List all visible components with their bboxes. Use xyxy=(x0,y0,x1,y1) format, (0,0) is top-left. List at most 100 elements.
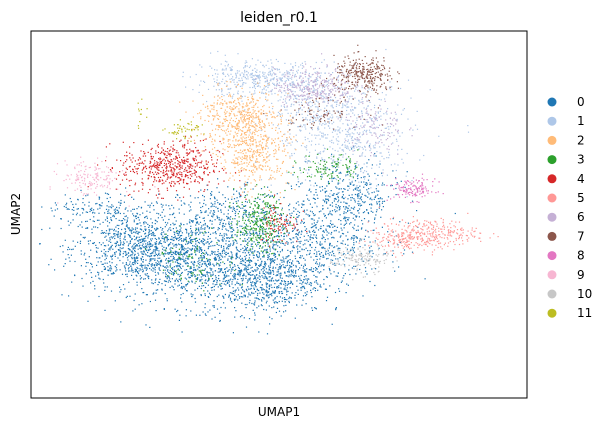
scatter-point xyxy=(323,278,325,281)
scatter-point xyxy=(281,229,284,231)
scatter-point xyxy=(390,164,392,166)
scatter-point xyxy=(311,211,313,213)
scatter-point xyxy=(294,294,296,296)
scatter-point xyxy=(201,278,203,280)
scatter-point xyxy=(296,221,298,223)
scatter-point xyxy=(285,256,287,258)
scatter-point xyxy=(277,60,279,63)
scatter-point xyxy=(274,297,276,299)
scatter-point xyxy=(200,80,202,82)
scatter-point xyxy=(377,174,379,176)
scatter-point xyxy=(125,254,127,256)
scatter-point xyxy=(280,117,282,119)
scatter-point xyxy=(327,200,330,202)
scatter-point xyxy=(137,231,139,233)
scatter-point xyxy=(389,126,391,128)
scatter-point xyxy=(198,250,200,252)
scatter-point xyxy=(266,295,268,297)
scatter-point xyxy=(388,154,391,156)
scatter-point xyxy=(97,208,99,210)
scatter-point xyxy=(357,187,359,189)
scatter-point xyxy=(187,258,189,260)
scatter-point xyxy=(217,178,219,180)
scatter-point xyxy=(72,240,74,242)
scatter-point xyxy=(311,270,313,273)
scatter-point xyxy=(263,212,265,214)
scatter-point xyxy=(337,182,339,184)
scatter-point xyxy=(323,159,325,161)
scatter-point xyxy=(231,281,233,283)
scatter-point xyxy=(233,276,235,278)
scatter-point xyxy=(359,185,361,187)
scatter-point xyxy=(247,266,249,268)
scatter-point xyxy=(281,227,283,229)
scatter-point xyxy=(328,268,330,270)
scatter-point xyxy=(183,202,185,204)
scatter-point xyxy=(352,237,354,239)
scatter-point xyxy=(369,149,371,152)
scatter-point xyxy=(175,259,177,261)
scatter-point xyxy=(375,114,377,116)
scatter-point xyxy=(228,223,230,225)
scatter-point xyxy=(257,85,259,87)
scatter-point xyxy=(336,207,338,209)
scatter-point xyxy=(324,169,326,171)
scatter-point xyxy=(230,272,232,274)
scatter-point xyxy=(131,196,133,198)
scatter-point xyxy=(299,257,301,259)
scatter-point xyxy=(228,240,230,242)
scatter-point xyxy=(346,145,348,147)
scatter-point xyxy=(169,214,171,216)
scatter-point xyxy=(307,111,309,113)
scatter-point xyxy=(148,277,150,280)
scatter-point xyxy=(54,269,56,271)
scatter-point xyxy=(358,139,360,141)
scatter-point xyxy=(100,261,102,263)
scatter-point xyxy=(290,273,292,275)
scatter-point xyxy=(141,238,143,240)
scatter-point xyxy=(243,260,245,262)
scatter-point xyxy=(353,228,355,230)
scatter-point xyxy=(338,166,340,168)
scatter-point xyxy=(239,111,241,113)
scatter-point xyxy=(141,303,143,305)
scatter-point xyxy=(305,80,307,82)
scatter-point xyxy=(173,272,175,274)
scatter-point xyxy=(286,284,288,286)
scatter-point xyxy=(194,197,196,199)
scatter-point xyxy=(335,178,337,180)
scatter-point xyxy=(155,243,157,245)
scatter-point xyxy=(176,266,178,268)
scatter-point xyxy=(252,285,254,287)
scatter-point xyxy=(366,273,368,275)
scatter-point xyxy=(169,269,171,271)
scatter-point xyxy=(239,269,241,271)
scatter-point xyxy=(148,231,150,233)
scatter-point xyxy=(242,251,244,254)
scatter-point xyxy=(378,98,380,100)
scatter-point xyxy=(319,258,321,260)
scatter-point xyxy=(50,207,52,209)
scatter-point xyxy=(245,267,247,269)
scatter-point xyxy=(173,269,176,271)
scatter-point xyxy=(379,110,381,112)
scatter-point xyxy=(280,265,282,267)
scatter-point xyxy=(314,224,316,226)
scatter-point xyxy=(366,112,368,114)
scatter-point xyxy=(294,148,296,150)
scatter-point xyxy=(183,239,185,241)
scatter-point xyxy=(316,253,318,255)
scatter-point xyxy=(170,247,172,249)
scatter-point xyxy=(354,219,356,221)
scatter-point xyxy=(127,259,129,261)
scatter-point xyxy=(341,130,344,132)
scatter-point xyxy=(182,246,184,248)
scatter-point xyxy=(347,131,349,133)
scatter-point xyxy=(361,112,363,115)
scatter-point xyxy=(360,204,363,206)
scatter-point xyxy=(274,84,276,87)
scatter-point xyxy=(264,241,266,243)
scatter-point xyxy=(260,61,262,63)
scatter-point xyxy=(279,246,281,248)
scatter-point xyxy=(379,200,381,202)
